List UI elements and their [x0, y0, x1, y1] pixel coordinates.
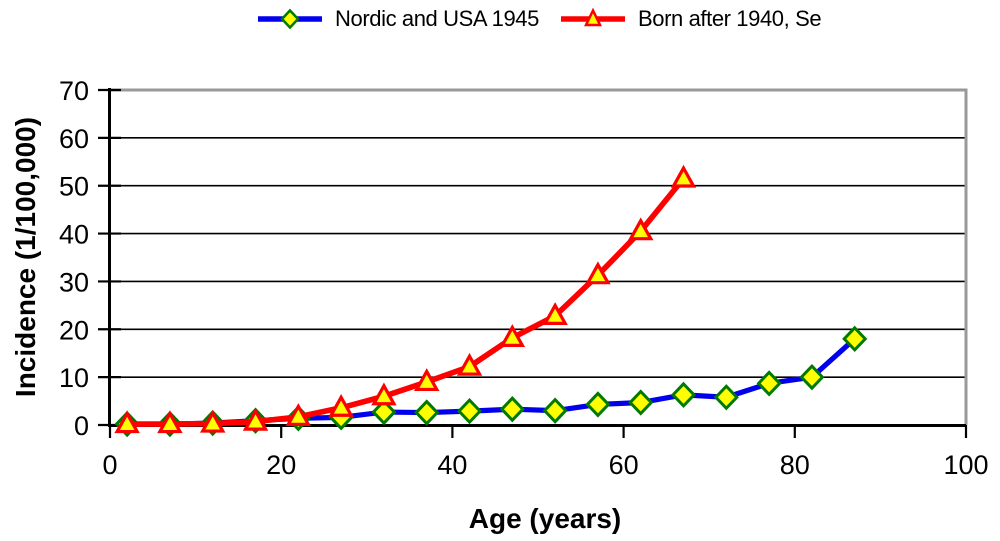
- svg-text:10: 10: [59, 363, 89, 393]
- legend-label-nordic-usa-1945: Nordic and USA 1945: [335, 6, 539, 31]
- legend: Nordic and USA 1945 Born after 1940, Se: [258, 6, 822, 32]
- svg-text:60: 60: [609, 450, 639, 480]
- gridlines: [110, 137, 966, 378]
- svg-text:40: 40: [437, 450, 467, 480]
- svg-text:40: 40: [59, 220, 89, 250]
- plot-border: [108, 88, 968, 425]
- svg-text:0: 0: [102, 450, 117, 480]
- svg-text:100: 100: [943, 450, 988, 480]
- svg-text:0: 0: [74, 411, 89, 441]
- triangle-marker-icon: [560, 6, 625, 32]
- svg-text:80: 80: [780, 450, 810, 480]
- svg-text:30: 30: [59, 267, 89, 297]
- diamond-marker-icon: [258, 6, 322, 32]
- svg-text:50: 50: [59, 172, 89, 202]
- legend-item-born-after-1940: Born after 1940, Se: [560, 6, 822, 32]
- x-axis-title: Age (years): [468, 503, 622, 534]
- legend-label-born-after-1940: Born after 1940, Se: [637, 6, 822, 31]
- svg-text:20: 20: [266, 450, 296, 480]
- y-axis-title: Incidence (1/100,000): [10, 116, 41, 398]
- tick-labels: 0 10 20 30 40 50 60 70 0 20 40 60 80 100: [59, 76, 989, 480]
- series-nordic-and-usa-1945: [114, 325, 868, 438]
- tick-marks: [98, 88, 968, 438]
- legend-item-nordic-usa-1945: Nordic and USA 1945: [258, 6, 539, 32]
- svg-text:70: 70: [59, 76, 89, 106]
- axes: [108, 88, 966, 427]
- svg-text:60: 60: [59, 124, 89, 154]
- series-born-after-1940-se: [114, 164, 697, 434]
- svg-text:20: 20: [59, 315, 89, 345]
